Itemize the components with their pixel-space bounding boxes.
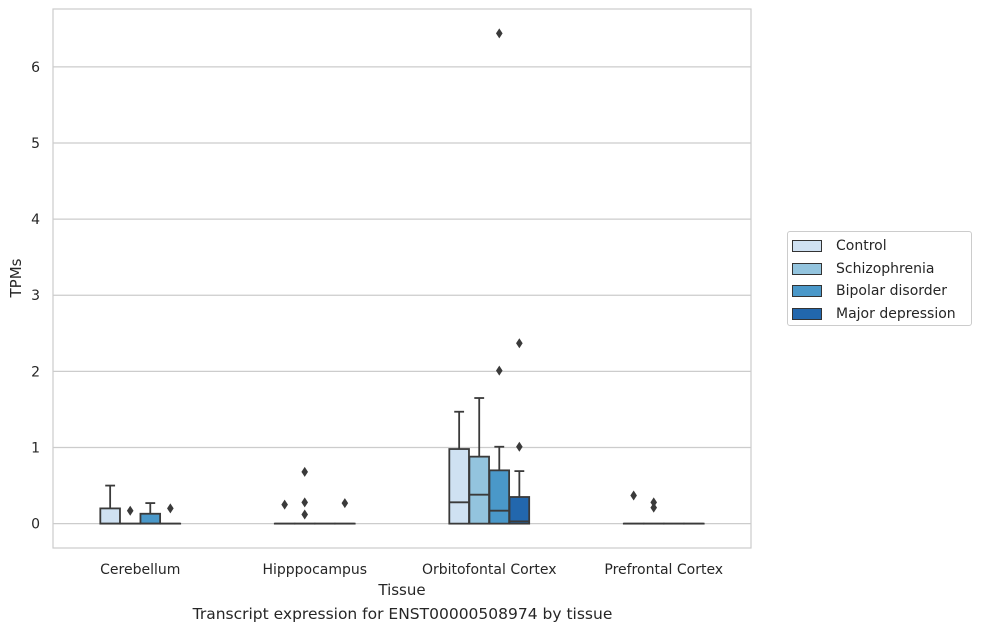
- legend-label: Bipolar disorder: [836, 283, 948, 300]
- box-body: [448, 448, 470, 525]
- box-control: [99, 484, 121, 525]
- x-tick-label: Prefrontal Cortex: [604, 562, 723, 578]
- box-body: [508, 496, 531, 525]
- box-body: [139, 512, 162, 525]
- y-tick-label: 6: [31, 60, 40, 76]
- outlier-point: [301, 509, 309, 520]
- outlier-point: [495, 365, 503, 376]
- outlier-point: [301, 466, 309, 477]
- box-body: [468, 455, 490, 525]
- legend-item: Control: [792, 235, 971, 258]
- y-tick-label: 1: [31, 441, 40, 457]
- box-major-depression: [159, 503, 182, 525]
- box-schizophrenia: [293, 466, 316, 525]
- legend-swatch: [792, 262, 822, 275]
- box-plot-marks: [99, 28, 705, 525]
- box-schizophrenia: [468, 397, 490, 525]
- y-tick-label: 5: [31, 136, 40, 152]
- box-major-depression: [334, 498, 356, 525]
- x-tick-label: Hipppocampus: [262, 562, 367, 578]
- outlier-point: [630, 490, 637, 501]
- box-body: [488, 469, 511, 525]
- outlier-point: [281, 499, 288, 510]
- legend-item: Schizophrenia: [792, 258, 971, 281]
- x-axis-label: Tissue: [377, 581, 425, 599]
- box-bipolar-disorder: [488, 28, 511, 525]
- legend-label: Major depression: [836, 305, 956, 322]
- y-tick-label: 0: [31, 517, 40, 533]
- y-tick-label: 4: [31, 212, 40, 228]
- outlier-point: [650, 502, 658, 513]
- outlier-point: [516, 338, 523, 349]
- legend-item: Bipolar disorder: [792, 280, 971, 303]
- outlier-point: [167, 503, 174, 514]
- y-tick-labels: 0 1 2 3 4 5 6: [31, 60, 40, 533]
- y-tick-label: 2: [31, 364, 40, 380]
- outlier-point: [495, 28, 503, 39]
- box-control: [448, 410, 470, 525]
- y-tick-label: 3: [31, 288, 40, 304]
- x-tick-label: Cerebellum: [100, 562, 180, 578]
- box-control: [273, 499, 296, 525]
- legend-label: Schizophrenia: [836, 260, 935, 277]
- outlier-point: [650, 497, 658, 508]
- outlier-point: [301, 497, 309, 508]
- legend-label: Control: [836, 238, 887, 255]
- box-schizophrenia: [642, 497, 665, 525]
- box-bipolar-disorder: [139, 502, 162, 525]
- legend: Control Schizophrenia Bipolar disorder Majo…: [787, 231, 972, 326]
- x-tick-labels: Cerebellum Hipppocampus Orbitofontal Corte…: [100, 562, 723, 578]
- legend-item: Major depression: [792, 303, 971, 326]
- box-major-depression: [508, 338, 531, 525]
- x-tick-label: Orbitofontal Cortex: [422, 562, 557, 578]
- y-axis-label: TPMs: [7, 258, 25, 298]
- box-control: [622, 490, 645, 525]
- outlier-point: [516, 441, 523, 452]
- box-schizophrenia: [119, 505, 141, 525]
- chart-caption: Transcript expression for ENST0000050897…: [192, 605, 613, 623]
- plot-frame: [52, 8, 752, 549]
- legend-swatch: [792, 240, 822, 253]
- legend-swatch: [792, 307, 822, 320]
- outlier-point: [126, 505, 134, 516]
- outlier-point: [341, 498, 349, 509]
- legend-swatch: [792, 285, 822, 298]
- grid-lines: [53, 66, 751, 525]
- box-body: [99, 507, 121, 525]
